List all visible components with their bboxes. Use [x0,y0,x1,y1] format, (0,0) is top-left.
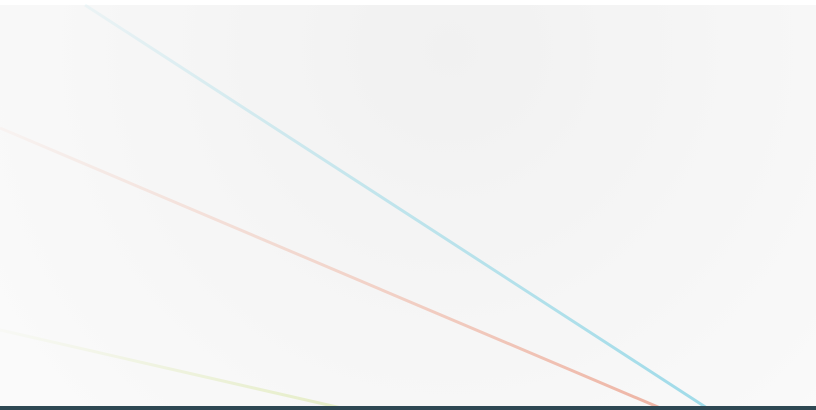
bottom-bar [0,406,816,410]
decor-line-cyan [84,3,711,410]
decor-line-red [0,126,666,410]
top-edge [0,0,816,5]
decor-line-yellow [0,328,351,410]
